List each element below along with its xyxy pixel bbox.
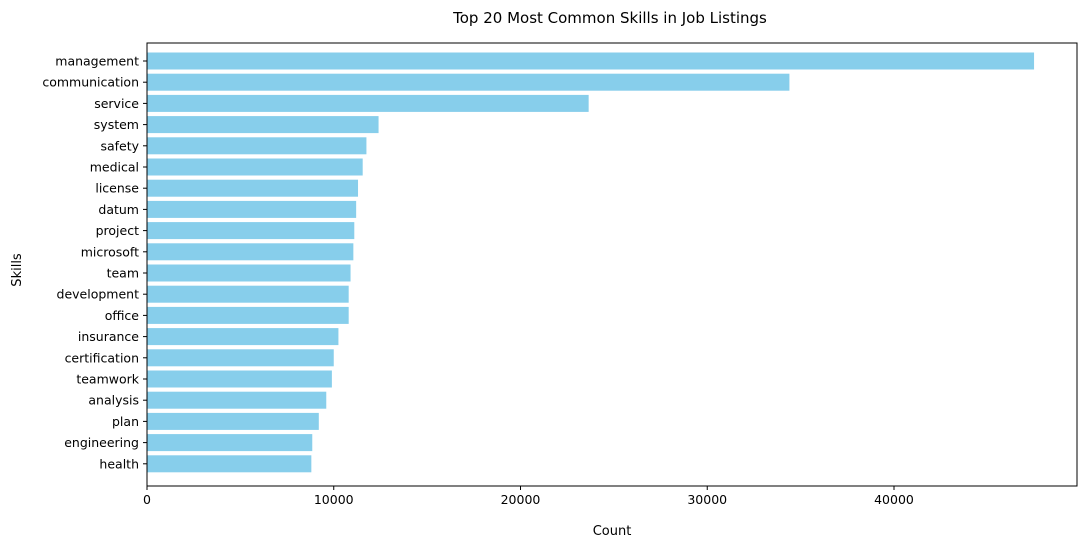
y-tick-label: medical (90, 160, 139, 175)
bar-datum (147, 200, 357, 218)
y-tick-label: team (107, 266, 139, 281)
bar-microsoft (147, 243, 354, 261)
y-tick-label: analysis (88, 393, 139, 408)
x-axis-label: Count (593, 524, 632, 539)
x-tick-label: 10000 (314, 492, 354, 507)
bar-license (147, 179, 359, 197)
y-tick-label: datum (98, 202, 139, 217)
bar-plan (147, 412, 319, 430)
x-tick-label: 40000 (874, 492, 914, 507)
y-tick-label: certification (65, 350, 139, 365)
y-tick-label: teamwork (76, 372, 139, 387)
y-tick-label: safety (100, 138, 139, 153)
bar-insurance (147, 328, 339, 346)
bar-office (147, 306, 349, 324)
y-axis-label: Skills (10, 253, 25, 287)
y-tick-label: project (96, 223, 139, 238)
x-tick-label: 20000 (501, 492, 541, 507)
bar-system (147, 116, 379, 134)
y-tick-label: health (99, 456, 139, 471)
bar-teamwork (147, 370, 332, 388)
bar-service (147, 94, 589, 112)
bar-safety (147, 137, 367, 155)
y-tick-label: management (55, 54, 139, 69)
bar-health (147, 455, 312, 473)
y-tick-label: office (105, 308, 140, 323)
bar-team (147, 264, 351, 282)
bars-layer (147, 52, 1035, 473)
plot-frame (146, 42, 1078, 487)
y-tick-label: system (94, 117, 139, 132)
bar-management (147, 52, 1035, 70)
y-tick-label: service (94, 96, 139, 111)
y-axis: management communication service system safe… (42, 54, 147, 471)
y-tick-label: license (95, 181, 139, 196)
x-tick-label: 30000 (687, 492, 727, 507)
bar-certification (147, 349, 334, 367)
x-axis: 0 10000 20000 30000 40000 (143, 486, 914, 507)
bar-medical (147, 158, 363, 176)
bar-project (147, 222, 355, 240)
y-tick-label: engineering (64, 435, 139, 450)
y-tick-label: plan (112, 414, 139, 429)
y-tick-label: insurance (78, 329, 139, 344)
y-tick-label: development (57, 287, 140, 302)
y-tick-label: microsoft (81, 244, 139, 259)
y-tick-label: communication (42, 75, 139, 90)
bar-development (147, 285, 349, 303)
bar-analysis (147, 391, 327, 409)
bar-engineering (147, 434, 313, 452)
chart-title: Top 20 Most Common Skills in Job Listing… (452, 9, 767, 27)
x-tick-label: 0 (143, 492, 151, 507)
bar-communication (147, 73, 790, 91)
